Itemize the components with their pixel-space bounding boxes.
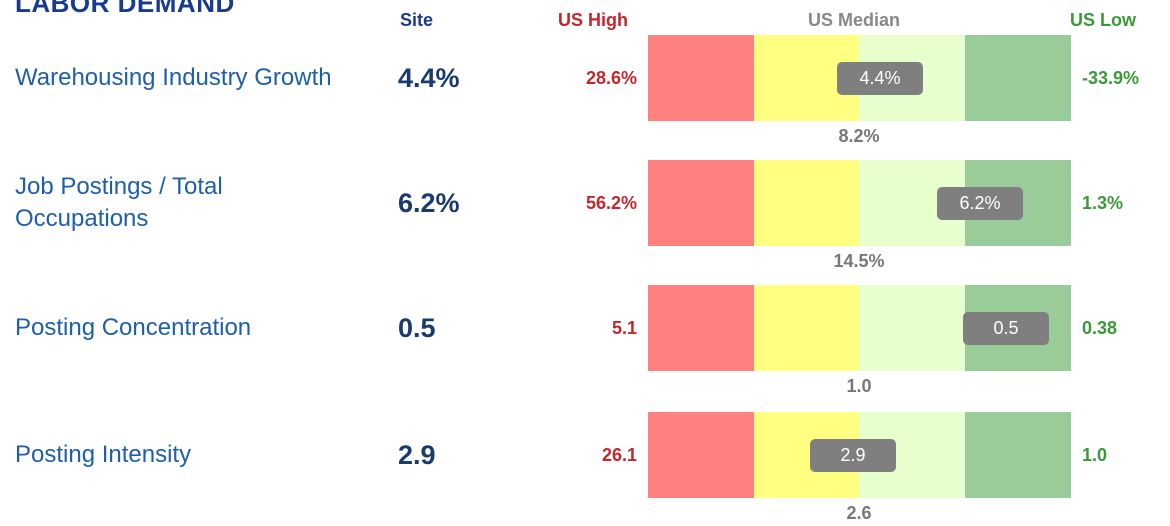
site-marker: 0.5 [963, 311, 1049, 345]
site-header: Site [400, 10, 434, 30]
site-value: 6.2% [398, 187, 460, 218]
site-marker: 2.9 [810, 438, 896, 472]
us-high-value: 26.1 [601, 444, 637, 465]
range-segment [648, 285, 754, 371]
us-low-value: 0.38 [1082, 317, 1118, 338]
range-segment [753, 285, 860, 371]
section-title: LABOR DEMAND [15, 0, 235, 18]
us-high-header: US High [558, 10, 628, 30]
site-value: 0.5 [398, 312, 436, 343]
metric-label: Job Postings / Total Occupations [15, 173, 223, 232]
us-low-value: 1.3% [1082, 192, 1124, 213]
range-segment [753, 160, 860, 246]
us-low-value: -33.9% [1082, 67, 1140, 88]
us-high-value: 5.1 [611, 317, 637, 338]
us-high-value: 28.6% [585, 67, 637, 88]
metric-label: Posting Intensity [15, 441, 192, 468]
us-median-value: 2.6 [846, 503, 872, 523]
site-value: 4.4% [398, 62, 460, 93]
us-median-value: 1.0 [846, 376, 872, 396]
range-segment [964, 412, 1071, 498]
metric-label: Posting Concentration [15, 314, 252, 341]
site-marker: 6.2% [937, 186, 1023, 220]
range-segment [648, 412, 754, 498]
us-low-value: 1.0 [1082, 444, 1108, 465]
metric-label: Warehousing Industry Growth [15, 64, 332, 91]
us-low-header: US Low [1070, 10, 1136, 30]
range-segment [648, 35, 754, 121]
us-median-value: 14.5% [833, 251, 885, 271]
site-value: 2.9 [398, 439, 436, 470]
us-median-value: 8.2% [838, 126, 880, 146]
range-segment [648, 160, 754, 246]
range-segment [964, 35, 1071, 121]
us-median-header: US Median [808, 10, 901, 30]
range-segment [859, 285, 965, 371]
us-high-value: 56.2% [585, 192, 637, 213]
site-marker: 4.4% [837, 61, 923, 95]
